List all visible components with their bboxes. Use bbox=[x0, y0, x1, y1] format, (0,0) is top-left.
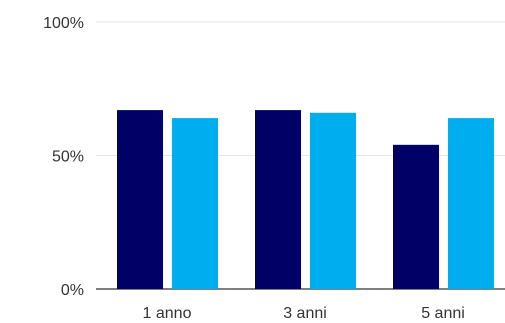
bar-series-2-2 bbox=[448, 118, 494, 290]
bar-series-1-1 bbox=[255, 110, 301, 289]
bar-series bbox=[117, 110, 494, 290]
y-tick-label: 100% bbox=[43, 15, 84, 32]
bar-series-1-2 bbox=[393, 144, 439, 289]
x-tick-label: 1 anno bbox=[143, 305, 192, 322]
y-tick-label: 0% bbox=[61, 282, 84, 299]
y-axis-ticks: 0% 50% 100% bbox=[43, 15, 84, 299]
x-tick-label: 3 anni bbox=[283, 305, 327, 322]
bar-series-2-1 bbox=[310, 112, 356, 289]
x-tick-label: 5 anni bbox=[421, 305, 465, 322]
x-axis-ticks: 1 anno 3 anni 5 anni bbox=[143, 305, 465, 322]
bar-series-1-0 bbox=[117, 110, 163, 289]
y-tick-label: 50% bbox=[52, 149, 84, 166]
bar-series-2-0 bbox=[172, 118, 218, 290]
